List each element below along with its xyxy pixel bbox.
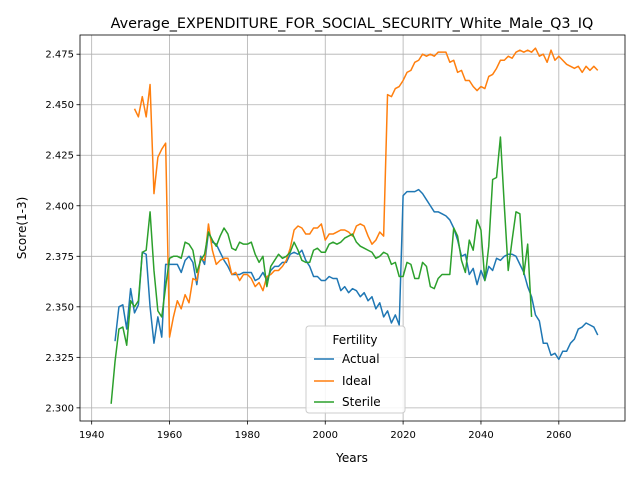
series-layer bbox=[110, 47, 599, 404]
y-tick-label: 2.450 bbox=[45, 100, 74, 111]
x-tick-label: 2040 bbox=[468, 430, 493, 441]
y-tick-label: 2.475 bbox=[45, 50, 74, 61]
legend-label-ideal: Ideal bbox=[342, 374, 371, 388]
x-axis-label: Years bbox=[335, 451, 368, 465]
y-tick-label: 2.375 bbox=[45, 252, 74, 263]
y-tick-label: 2.325 bbox=[45, 353, 74, 364]
series-line-sterile bbox=[110, 136, 533, 404]
x-tick-label: 1940 bbox=[79, 430, 104, 441]
legend-title: Fertility bbox=[332, 333, 377, 347]
y-tick-label: 2.400 bbox=[45, 201, 74, 212]
x-tick-label: 2000 bbox=[313, 430, 338, 441]
y-tick-label: 2.425 bbox=[45, 151, 74, 162]
x-tick-label: 2020 bbox=[390, 430, 415, 441]
series-line-ideal bbox=[133, 47, 599, 338]
x-tick-label: 2060 bbox=[546, 430, 571, 441]
legend: Fertility Actual Ideal Sterile bbox=[305, 325, 406, 414]
plot-frame bbox=[79, 34, 626, 422]
y-tick-label: 2.300 bbox=[45, 403, 74, 414]
y-tick-label: 2.350 bbox=[45, 302, 74, 313]
chart-title: Average_EXPENDITURE_FOR_SOCIAL_SECURITY_… bbox=[111, 16, 594, 32]
legend-label-actual: Actual bbox=[342, 352, 380, 366]
x-tick-label: 1980 bbox=[235, 430, 260, 441]
tick-layer: 1940 1960 1980 2000 2020 2040 2060 2.300 2.325 2.… bbox=[45, 50, 571, 441]
legend-label-sterile: Sterile bbox=[342, 395, 381, 409]
legend-box bbox=[305, 325, 406, 414]
series-line-actual bbox=[114, 188, 599, 361]
x-tick-label: 1960 bbox=[157, 430, 182, 441]
y-axis-label: Score(1-3) bbox=[15, 197, 29, 260]
